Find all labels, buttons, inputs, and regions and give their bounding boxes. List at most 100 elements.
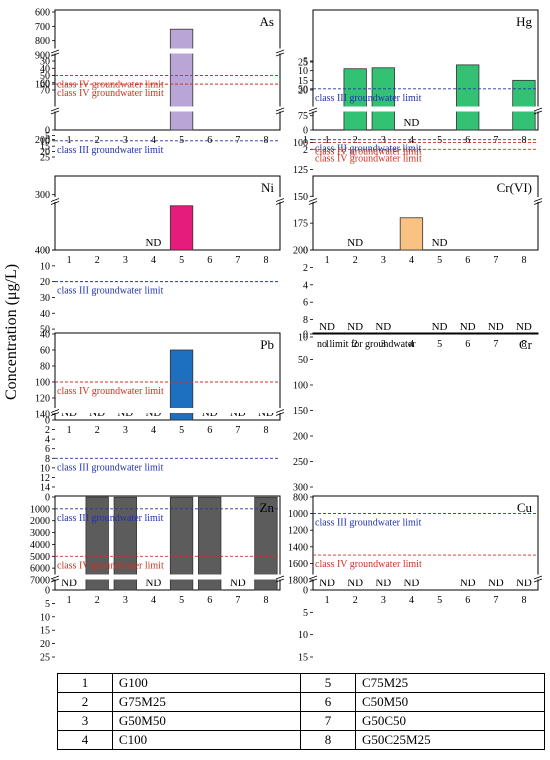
x-tick-label: 8 <box>263 425 268 436</box>
x-tick-label: 2 <box>95 595 100 606</box>
y-tick-label: 0 <box>303 330 308 341</box>
axis-break <box>51 106 284 112</box>
y-tick-label: 30 <box>40 57 50 68</box>
x-tick-label: 8 <box>521 595 526 606</box>
x-tick-label: 4 <box>409 339 414 350</box>
break-mark <box>275 409 285 413</box>
legend-sample: G50C50 <box>354 711 546 731</box>
break-mark <box>533 578 543 583</box>
y-tick-label: 250 <box>293 457 308 468</box>
axis-break <box>51 574 284 580</box>
axis-break <box>309 197 542 202</box>
plot-frame <box>54 9 281 131</box>
x-tick-label: 3 <box>381 595 386 606</box>
x-tick-label: 3 <box>381 339 386 350</box>
y-tick-label: 10 <box>298 630 308 641</box>
break-mark <box>308 201 318 205</box>
break-mark <box>50 52 60 57</box>
y-tick-label: 10 <box>40 261 50 272</box>
nd-label: ND <box>460 321 476 333</box>
y-tick-label: 15 <box>40 142 50 153</box>
x-tick-label: 6 <box>207 135 212 146</box>
x-tick-label: 8 <box>521 255 526 266</box>
nd-label: ND <box>347 577 363 589</box>
y-tick-label: 10 <box>298 66 308 77</box>
panel-title: Hg <box>516 14 532 29</box>
y-tick-label: 4 <box>303 280 308 291</box>
bar <box>371 67 395 131</box>
y-tick-label: 4 <box>45 435 50 446</box>
y-tick-label: 75 <box>298 111 308 122</box>
x-tick-label: 2 <box>95 425 100 436</box>
break-mark <box>308 575 318 580</box>
x-tick-label: 1 <box>67 255 72 266</box>
x-tick-label: 1 <box>325 135 330 146</box>
y-tick-label: 25 <box>40 153 50 164</box>
x-tick-label: 5 <box>437 255 442 266</box>
break-mark <box>50 49 60 54</box>
legend-number: 7 <box>300 711 356 731</box>
y-tick-label: 100 <box>293 381 308 392</box>
limit-label: class IV groundwater limit <box>315 147 422 158</box>
bar <box>169 349 194 421</box>
legend-number: 8 <box>300 730 356 750</box>
x-tick-label: 3 <box>381 255 386 266</box>
plot-frame <box>54 175 281 251</box>
nd-label: ND <box>488 577 504 589</box>
x-tick-label: 1 <box>325 255 330 266</box>
y-tick-label: 50 <box>40 325 50 336</box>
axis-break <box>51 197 284 202</box>
nd-label: ND <box>516 577 532 589</box>
x-tick-label: 4 <box>151 425 156 436</box>
y-tick-label: 10 <box>40 463 50 474</box>
y-tick-label: 200 <box>293 432 308 443</box>
y-tick-label: 140 <box>35 410 50 421</box>
y-tick-label: 50 <box>40 71 50 82</box>
axis-break <box>309 574 542 580</box>
nd-label: ND <box>145 577 161 589</box>
x-tick-label: 1 <box>325 339 330 350</box>
x-tick-label: 5 <box>179 255 184 266</box>
nd-label: ND <box>61 577 77 589</box>
y-tick-label: 1000 <box>30 504 50 515</box>
x-tick-label: 1 <box>67 425 72 436</box>
break-mark <box>533 198 543 202</box>
legend-row: 3 G50M50 7 G50C50 <box>57 711 546 731</box>
panel-title: Cu <box>517 500 533 515</box>
x-tick-label: 6 <box>465 135 470 146</box>
limit-label: class IV groundwater limit <box>57 386 164 397</box>
x-tick-label: 8 <box>521 135 526 146</box>
x-tick-label: 5 <box>179 595 184 606</box>
x-tick-label: 2 <box>353 135 358 146</box>
y-tick-label: 800 <box>293 493 308 504</box>
plot-frame <box>54 332 281 421</box>
x-tick-label: 5 <box>437 339 442 350</box>
y-tick-label: 40 <box>40 309 50 320</box>
limit-label: class IV groundwater limit <box>315 559 422 570</box>
y-tick-label: 200 <box>35 135 50 146</box>
x-tick-label: 2 <box>95 255 100 266</box>
y-tick-label: 40 <box>40 330 50 341</box>
legend-sample: G50M50 <box>111 711 302 731</box>
y-tick-label: 2 <box>45 425 50 436</box>
nd-label: ND <box>488 321 504 333</box>
x-tick-label: 8 <box>263 255 268 266</box>
y-tick-label: 14 <box>40 483 50 494</box>
break-mark <box>533 575 543 580</box>
y-tick-label: 0 <box>45 416 50 427</box>
panel-cr: ND ND ND ND ND ND ND 0 50 100 150 200 250 300 1 2 3 4 5 6 7 8… <box>293 321 539 494</box>
x-tick-label: 7 <box>493 595 498 606</box>
y-tick-label: 0 <box>45 246 50 257</box>
plot-frame <box>54 495 281 591</box>
x-tick-label: 2 <box>353 595 358 606</box>
plot-frame <box>312 9 539 131</box>
panel-zn: ND ND ND0510152025010002000300040005000600… <box>30 493 285 664</box>
legend-sample: G75M25 <box>111 692 302 712</box>
y-tick-label: 15 <box>298 76 308 87</box>
panel-cu: ND ND ND ND ND ND ND05101580010001200140016001… <box>288 493 543 664</box>
x-tick-label: 7 <box>235 595 240 606</box>
limit-label: class IV groundwater limit <box>57 80 164 91</box>
y-tick-label: 60 <box>40 346 50 357</box>
